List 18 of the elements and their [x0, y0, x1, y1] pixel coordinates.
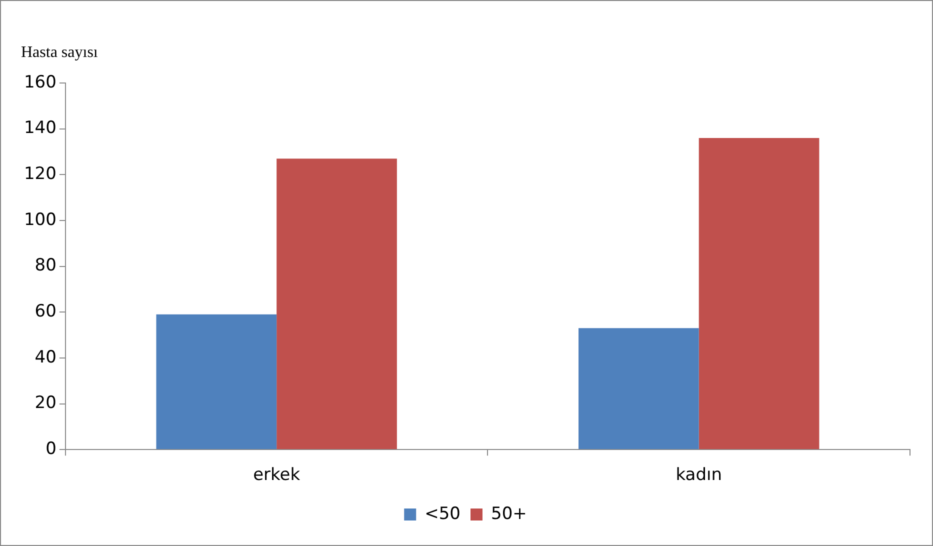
y-tick-label: 80: [34, 256, 56, 276]
y-tick-label: 140: [24, 118, 56, 138]
x-tick-label: kadın: [676, 465, 722, 486]
x-tick-label: erkek: [253, 465, 300, 486]
bar: [156, 314, 277, 450]
bar: [698, 138, 820, 450]
legend-label: <50: [424, 504, 461, 524]
legend-label: 50+: [491, 504, 527, 524]
y-tick-label: 160: [24, 72, 56, 92]
y-tick-label: 40: [34, 347, 56, 368]
bar: [578, 328, 699, 450]
y-tick-label: 20: [34, 393, 56, 414]
y-tick-label: 0: [46, 439, 56, 460]
y-axis-title: Hasta sayısı: [21, 44, 98, 62]
y-tick-label: 100: [24, 210, 56, 230]
y-tick-label: 60: [34, 302, 56, 322]
y-tick-label: 120: [24, 164, 56, 184]
bar: [276, 158, 397, 450]
